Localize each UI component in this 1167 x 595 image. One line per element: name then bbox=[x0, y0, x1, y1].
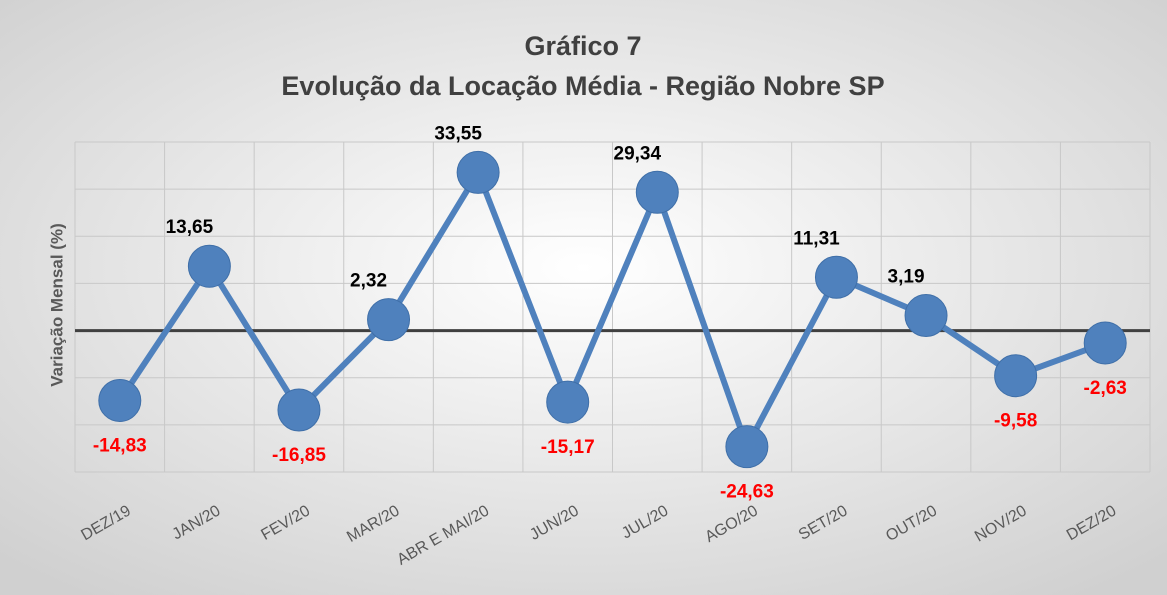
marker bbox=[904, 294, 948, 338]
data-label: -14,83 bbox=[93, 435, 147, 456]
marker bbox=[1083, 321, 1127, 365]
data-label: 3,19 bbox=[888, 267, 925, 288]
data-label: -16,85 bbox=[272, 445, 326, 466]
marker bbox=[187, 244, 231, 288]
marker bbox=[725, 425, 769, 469]
marker bbox=[98, 378, 142, 422]
marker bbox=[814, 255, 858, 299]
marker bbox=[367, 298, 411, 342]
data-label: 29,34 bbox=[614, 143, 662, 164]
marker bbox=[277, 388, 321, 432]
data-label: -2,63 bbox=[1084, 378, 1127, 399]
data-label: -24,63 bbox=[720, 482, 774, 503]
data-label: -15,17 bbox=[541, 437, 595, 458]
y-axis-label: Variação Mensal (%) bbox=[47, 223, 66, 386]
chart-title: Gráfico 7 bbox=[524, 31, 641, 61]
marker bbox=[546, 380, 590, 424]
data-label: -9,58 bbox=[994, 411, 1037, 432]
marker bbox=[456, 150, 500, 194]
marker bbox=[635, 170, 679, 214]
data-label: 13,65 bbox=[166, 217, 214, 238]
data-label: 33,55 bbox=[434, 123, 482, 144]
data-label: 2,32 bbox=[350, 271, 387, 292]
data-label: 11,31 bbox=[793, 228, 840, 249]
marker bbox=[994, 354, 1038, 398]
chart-subtitle: Evolução da Locação Média - Região Nobre… bbox=[281, 71, 884, 101]
